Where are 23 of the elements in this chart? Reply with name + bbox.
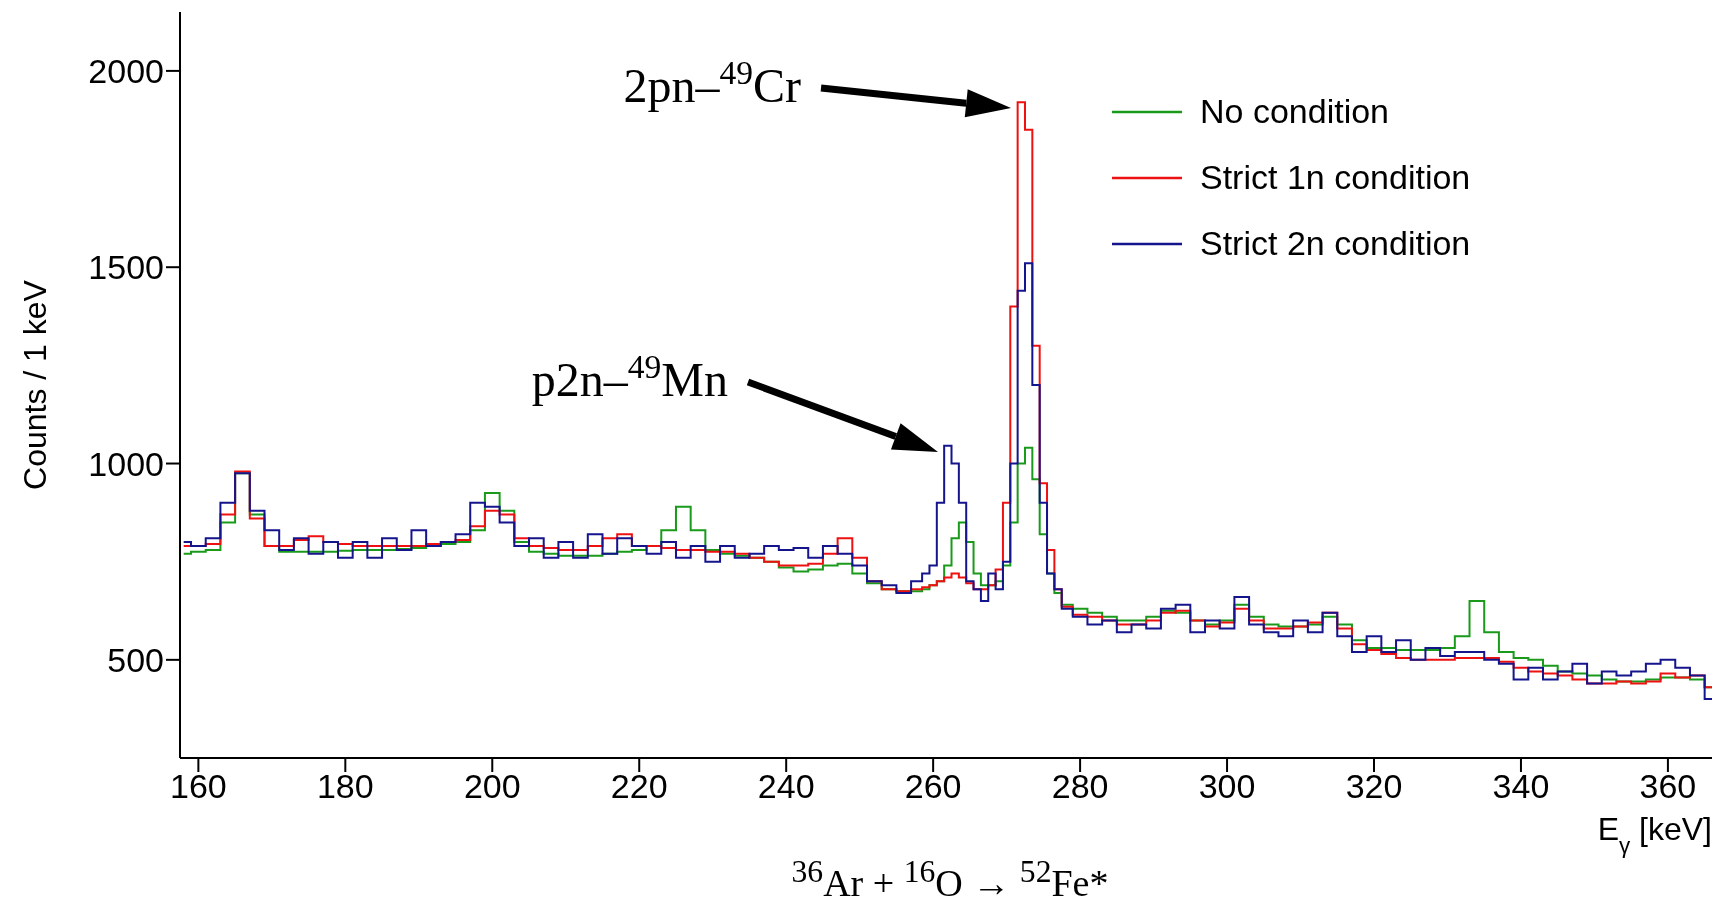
x-tick-label: 180 xyxy=(316,767,374,806)
legend-label: Strict 2n condition xyxy=(1200,224,1471,262)
x-tick-label: 320 xyxy=(1345,767,1403,806)
y-tick-label: 500 xyxy=(107,640,164,679)
x-tick-label: 220 xyxy=(610,767,668,806)
annotation: 2pn–$^{49}$Cr xyxy=(623,53,802,112)
annotation: p2n–$^{49}$Mn xyxy=(531,347,728,406)
legend-label: Strict 1n condition xyxy=(1200,158,1471,196)
y-tick-label: 1000 xyxy=(88,444,164,483)
legend-label: No condition xyxy=(1200,92,1390,130)
y-axis-title: Counts / 1 keV xyxy=(17,279,53,490)
y-tick-label: 2000 xyxy=(88,51,164,90)
x-tick-label: 340 xyxy=(1492,767,1550,806)
x-tick-label: 360 xyxy=(1639,767,1697,806)
text: $^{36}$Ar + $^{16}$O → $^{52}$Fe* xyxy=(791,854,1109,897)
x-tick-label: 200 xyxy=(463,767,521,806)
x-tick-label: 280 xyxy=(1051,767,1109,806)
x-axis-title: E$_{γ}$ [keV] xyxy=(1597,811,1712,858)
x-tick-label: 160 xyxy=(170,767,227,806)
x-tick-label: 300 xyxy=(1198,767,1256,806)
x-tick-label: 240 xyxy=(757,767,815,806)
y-tick-label: 1500 xyxy=(88,248,164,287)
x-tick-label: 260 xyxy=(904,767,962,806)
